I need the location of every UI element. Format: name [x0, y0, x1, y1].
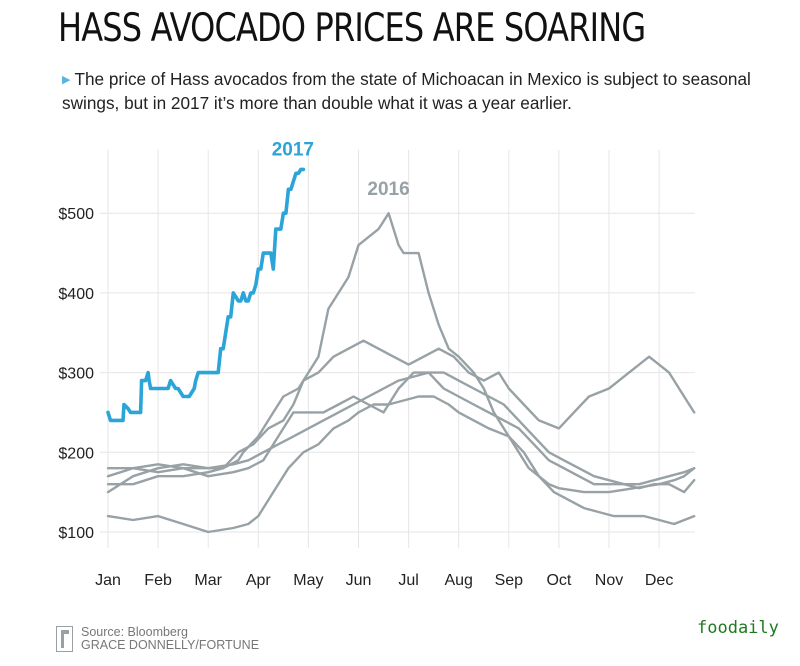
series-labels: 2016 2017: [272, 139, 410, 200]
x-tick-label: Jun: [346, 572, 372, 589]
source-text: Source: Bloomberg GRACE DONNELLY/FORTUNE: [81, 626, 259, 652]
y-tick-label: $300: [58, 366, 94, 383]
series-line-2017: [106, 167, 306, 423]
x-tick-label: Aug: [444, 572, 472, 589]
x-tick-label: Feb: [144, 572, 172, 589]
series-line: [106, 211, 696, 494]
x-axis-ticks: Jan Feb Mar Apr May Jun Jul Aug Sep Oct Nov Dec: [95, 572, 673, 589]
series-line: [106, 395, 696, 534]
y-tick-label: $500: [58, 206, 94, 223]
x-tick-label: Dec: [645, 572, 673, 589]
x-tick-label: Jan: [95, 572, 121, 589]
series-label: 2016: [367, 179, 409, 200]
x-tick-label: Oct: [546, 572, 571, 589]
x-tick-label: Apr: [246, 572, 272, 589]
credit-line: GRACE DONNELLY/FORTUNE: [81, 638, 260, 652]
subtitle: ▶ The price of Hass avocados from the sta…: [62, 68, 752, 115]
grid-lines: [100, 150, 695, 548]
x-tick-label: Nov: [595, 572, 623, 589]
y-axis-ticks: $100 $200 $300 $400 $500: [58, 206, 94, 542]
source-line: Source: Bloomberg: [81, 625, 189, 639]
y-tick-label: $100: [58, 525, 94, 542]
page-title: HASS AVOCADO PRICES ARE SOARING: [58, 6, 646, 51]
x-tick-label: Sep: [495, 572, 524, 589]
x-tick-label: May: [293, 572, 323, 589]
watermark: foodaily: [697, 618, 779, 638]
y-tick-label: $200: [58, 445, 94, 462]
subtitle-text: The price of Hass avocados from the stat…: [62, 69, 751, 113]
y-tick-label: $400: [58, 286, 94, 303]
fortune-logo-icon: [56, 626, 73, 652]
series-line: [106, 339, 696, 486]
series-lines: [106, 167, 696, 534]
series-label: 2017: [272, 139, 314, 160]
triangle-bullet-icon: ▶: [62, 74, 71, 86]
series-line: [106, 371, 696, 486]
x-tick-label: Jul: [398, 572, 418, 589]
x-tick-label: Mar: [194, 572, 222, 589]
